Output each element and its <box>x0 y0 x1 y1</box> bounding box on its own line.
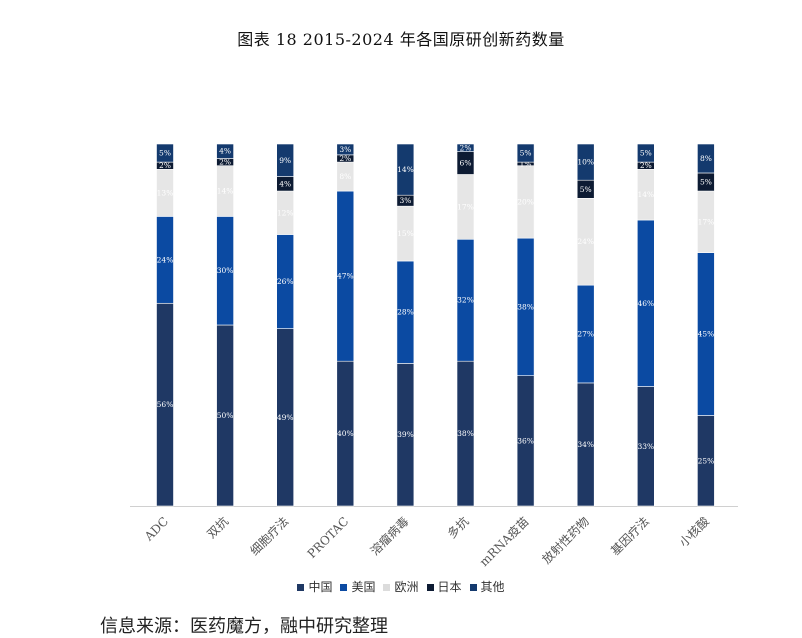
data-label: 24% <box>577 237 594 246</box>
data-label: 20% <box>517 197 534 206</box>
bar-segment <box>697 143 715 174</box>
bar-segment <box>396 143 415 196</box>
bar-segment <box>216 143 234 159</box>
x-tick-label: 溶瘤病毒 <box>367 514 412 559</box>
data-label: 28% <box>397 308 414 317</box>
data-label: 2% <box>460 143 472 152</box>
data-label: 17% <box>457 202 474 211</box>
data-label: 1% <box>520 159 532 168</box>
data-label: 8% <box>339 172 351 181</box>
data-label: 25% <box>698 456 715 465</box>
data-label: 36% <box>517 436 534 445</box>
data-label: 24% <box>157 255 174 264</box>
data-label: 40% <box>337 429 354 438</box>
data-label: 56% <box>157 400 174 409</box>
data-label: 3% <box>339 145 351 154</box>
data-label: 33% <box>637 442 654 451</box>
x-tick-label: 双抗 <box>204 514 232 542</box>
x-tick-label: 基因疗法 <box>608 514 652 558</box>
x-tick-label: 小核酸 <box>676 514 712 550</box>
data-label: 46% <box>637 299 654 308</box>
data-label: 5% <box>700 178 712 187</box>
data-label: 14% <box>637 190 654 199</box>
chart-legend: 中国 美国 欧洲 日本 其他 <box>0 578 802 595</box>
data-label: 38% <box>517 302 534 311</box>
data-label: 5% <box>640 149 652 158</box>
legend-label: 中国 <box>308 580 333 594</box>
data-label: 30% <box>217 266 234 275</box>
legend-label: 日本 <box>437 580 462 594</box>
data-label: 3% <box>399 196 411 205</box>
bar-segment <box>456 143 475 152</box>
data-label: 9% <box>279 156 291 165</box>
data-label: 2% <box>159 161 171 170</box>
data-label: 34% <box>577 440 594 449</box>
source-note: 信息来源：医药魔方，融中研究整理 <box>100 616 388 637</box>
legend-swatch <box>297 584 305 591</box>
x-tick-label: 放射性药物 <box>539 514 592 567</box>
data-label: 14% <box>397 165 414 174</box>
bar-segment <box>516 143 535 163</box>
bar-segment <box>576 143 595 181</box>
data-label: 6% <box>460 159 472 168</box>
x-tick-label: ADC <box>141 514 171 544</box>
legend-item: 中国 <box>297 578 332 595</box>
data-label: 4% <box>279 179 291 188</box>
data-label: 13% <box>157 188 174 197</box>
data-label: 47% <box>337 272 354 281</box>
legend-item: 日本 <box>426 578 462 595</box>
data-label: 15% <box>397 229 414 238</box>
x-tick-label: 细胞疗法 <box>247 514 291 558</box>
data-label: 38% <box>457 429 474 438</box>
legend-label: 其他 <box>480 580 505 594</box>
bar-segment <box>636 143 655 163</box>
x-tick-label: 多抗 <box>444 514 472 542</box>
data-label: 2% <box>339 154 351 163</box>
bar-segment <box>156 143 174 163</box>
legend-swatch <box>426 584 434 591</box>
data-label: 50% <box>217 411 234 420</box>
data-label: 17% <box>698 217 715 226</box>
legend-item: 其他 <box>469 578 505 595</box>
legend-swatch <box>340 584 348 591</box>
bar-segment <box>336 143 355 156</box>
data-label: 4% <box>219 147 231 156</box>
data-label: 12% <box>277 208 294 217</box>
data-label: 14% <box>217 187 234 196</box>
legend-label: 美国 <box>351 580 376 594</box>
legend-item: 欧洲 <box>383 578 419 595</box>
legend-swatch <box>383 584 391 591</box>
data-label: 10% <box>577 158 594 167</box>
data-label: 5% <box>580 185 592 194</box>
data-label: 5% <box>159 149 171 158</box>
data-label: 27% <box>577 330 594 339</box>
data-label: 8% <box>700 154 712 163</box>
data-label: 45% <box>698 330 715 339</box>
bar-segment <box>276 143 295 177</box>
x-tick-label: PROTAC <box>305 514 352 561</box>
data-label: 49% <box>277 413 294 422</box>
data-label: 39% <box>397 430 414 439</box>
legend-label: 欧洲 <box>394 580 419 594</box>
data-label: 5% <box>520 149 532 158</box>
data-label: 26% <box>277 277 294 286</box>
data-label: 2% <box>219 158 231 167</box>
data-label: 2% <box>640 161 652 170</box>
x-tick-label: mRNA疫苗 <box>476 514 532 570</box>
legend-swatch <box>469 584 477 591</box>
chart-title: 图表 18 2015-2024 年各国原研创新药数量 <box>237 30 565 49</box>
data-label: 32% <box>457 296 474 305</box>
legend-item: 美国 <box>340 578 375 595</box>
